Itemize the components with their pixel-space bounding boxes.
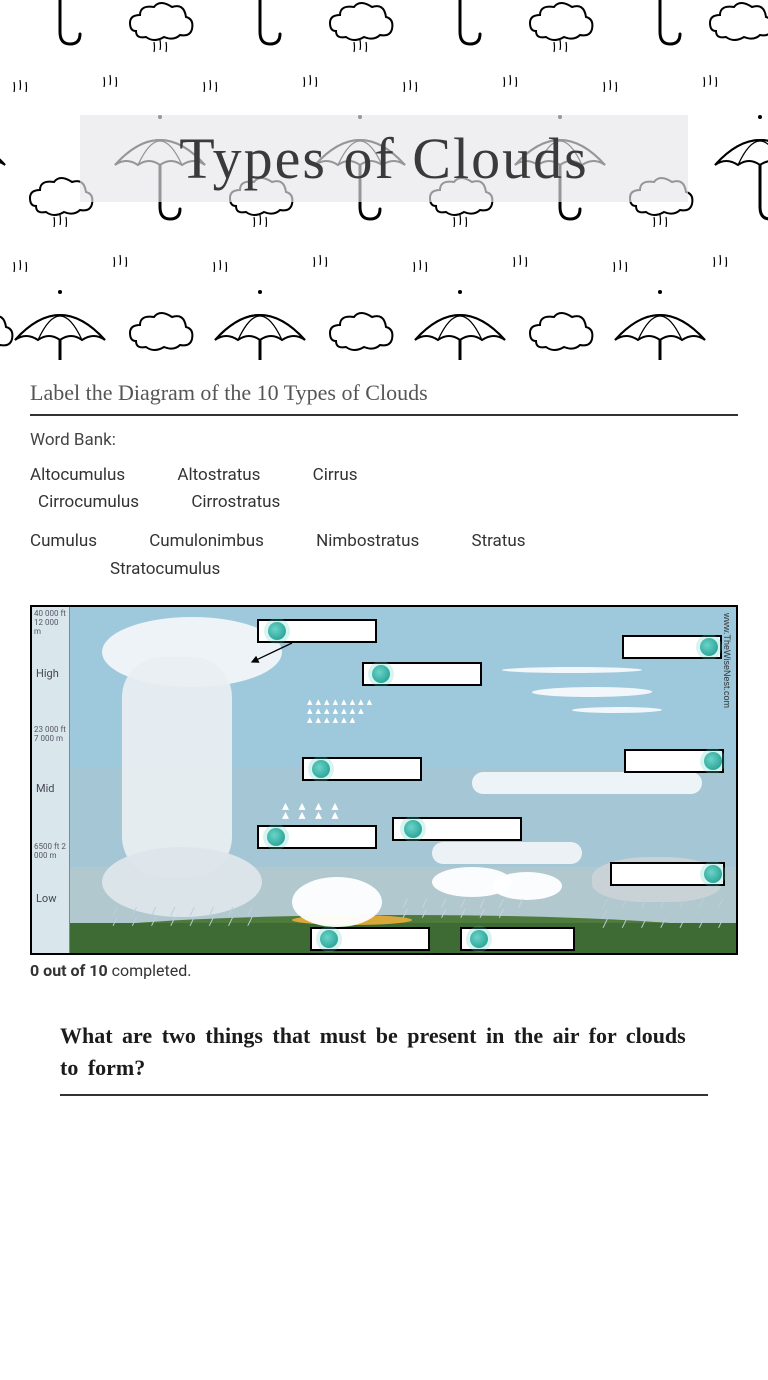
cloud-shape [472,772,702,794]
axis-level-mid: Mid [36,782,54,795]
banner: Types of Clouds [0,0,768,360]
wordbank-item: Cirrocumulus [38,489,139,516]
wordbank-item: Cirrostratus [191,489,280,516]
diagram-label-handle[interactable] [704,865,722,883]
wordbank-item: Cirrus [313,462,358,489]
rain-icon: / / / / / / // / / / / / [402,899,527,919]
diagram-label-handle[interactable] [320,930,338,948]
progress-text: 0 out of 10 completed. [0,955,768,1020]
page-title: Types of Clouds [80,115,688,202]
cloud-shape [570,707,663,713]
wordbank-label: Word Bank: [30,430,738,450]
axis-tick: 40 000 ft 12 000 m [34,609,67,636]
progress-suffix: completed. [108,961,192,980]
diagram-label-handle[interactable] [268,622,286,640]
wordbank-item: Stratus [471,528,525,555]
wordbank-row-2: Cumulus Cumulonimbus Nimbostratus Stratu… [30,528,738,582]
diagram-label-handle[interactable] [372,665,390,683]
cloud-shape [500,667,643,673]
diagram-label-handle[interactable] [700,638,718,656]
diagram-label-handle[interactable] [470,930,488,948]
cloud-shape [492,872,562,900]
axis-level-high: High [36,667,59,680]
altitude-axis: 40 000 ft 12 000 m 23 000 ft 7 000 m 650… [32,607,70,953]
section-label-diagram: Label the Diagram of the 10 Types of Clo… [0,360,768,605]
worksheet: Types of Clouds Label the Diagram of the… [0,0,768,1156]
progress-count: 0 out of 10 [30,961,108,980]
cloud-shape: ▴▴▴▴▴▴▴▴▴▴▴▴▴▴▴▴▴▴▴▴▴ [307,697,375,724]
section-heading: Label the Diagram of the 10 Types of Clo… [30,380,738,416]
wordbank-row-1: Altocumulus Altostratus Cirrus Cirrocumu… [30,462,738,516]
diagram-label-handle[interactable] [267,828,285,846]
wordbank-item: Cumulus [30,528,97,555]
diagram-container: 40 000 ft 12 000 m 23 000 ft 7 000 m 650… [0,605,768,955]
wordbank-item: Altocumulus [30,462,125,489]
cloud-shape [292,877,382,927]
axis-tick: 23 000 ft 7 000 m [34,725,67,743]
question-section: What are two things that must be present… [0,1020,768,1156]
diagram-label-handle[interactable] [704,752,722,770]
watermark: www.TheWiseNest.com [722,613,732,708]
wordbank-item: Cumulonimbus [149,528,264,555]
wordbank-item: Altostratus [177,462,260,489]
axis-level-low: Low [36,892,56,905]
wordbank-item: Nimbostratus [316,528,419,555]
axis-tick: 6500 ft 2 000 m [34,842,67,860]
cloud-shape [432,842,582,864]
cloud-shape [122,657,232,877]
cloud-shape: ▴ ▴ ▴ ▴▴ ▴ ▴ ▴ [282,802,342,820]
cloud-diagram[interactable]: 40 000 ft 12 000 m 23 000 ft 7 000 m 650… [30,605,738,955]
wordbank-item: Stratocumulus [110,556,220,583]
rain-icon: / / / / / / / // / / / / / / / [112,907,256,927]
question-text: What are two things that must be present… [60,1020,708,1096]
rain-icon: / / / / / / / // / / / / / / [602,899,736,929]
diagram-label-handle[interactable] [404,820,422,838]
diagram-label-handle[interactable] [312,760,330,778]
